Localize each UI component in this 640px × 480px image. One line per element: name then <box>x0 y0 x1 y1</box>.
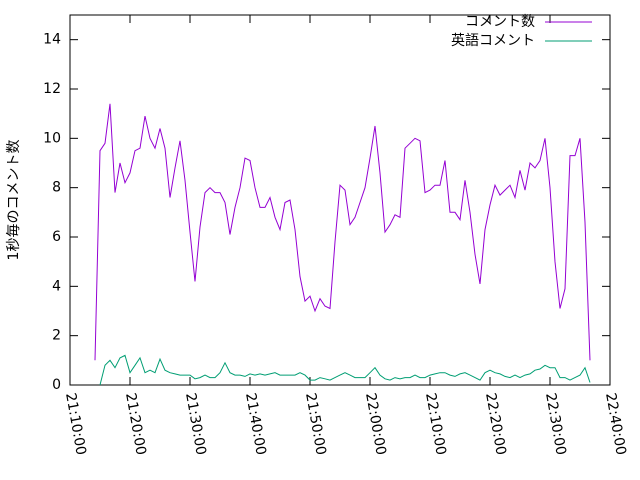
x-tick-label: 21:50:00 <box>302 392 329 457</box>
y-tick-label: 6 <box>52 229 61 245</box>
y-tick-label: 10 <box>43 130 61 146</box>
x-tick-label: 22:40:00 <box>602 392 629 457</box>
y-tick-label: 12 <box>43 81 61 97</box>
x-tick-label: 22:10:00 <box>422 392 449 457</box>
y-tick-label: 0 <box>52 377 61 393</box>
series-line <box>99 354 591 386</box>
y-tick-label: 8 <box>52 180 61 196</box>
series-line <box>94 103 591 361</box>
x-tick-label: 21:40:00 <box>242 392 269 457</box>
legend-label: 英語コメント <box>451 32 535 49</box>
x-tick-label: 22:30:00 <box>542 392 569 457</box>
y-tick-label: 4 <box>52 278 61 294</box>
y-axis-label: 1秒毎のコメント数 <box>6 140 22 261</box>
y-tick-label: 14 <box>43 32 61 48</box>
x-tick-label: 21:20:00 <box>122 392 149 457</box>
x-tick-label: 21:30:00 <box>182 392 209 457</box>
y-tick-label: 2 <box>52 328 61 344</box>
x-tick-label: 22:00:00 <box>362 392 389 457</box>
legend-label: コメント数 <box>465 14 535 30</box>
x-tick-label: 21:10:00 <box>62 392 89 457</box>
plot-border <box>69 14 611 386</box>
x-tick-label: 22:20:00 <box>482 392 509 457</box>
